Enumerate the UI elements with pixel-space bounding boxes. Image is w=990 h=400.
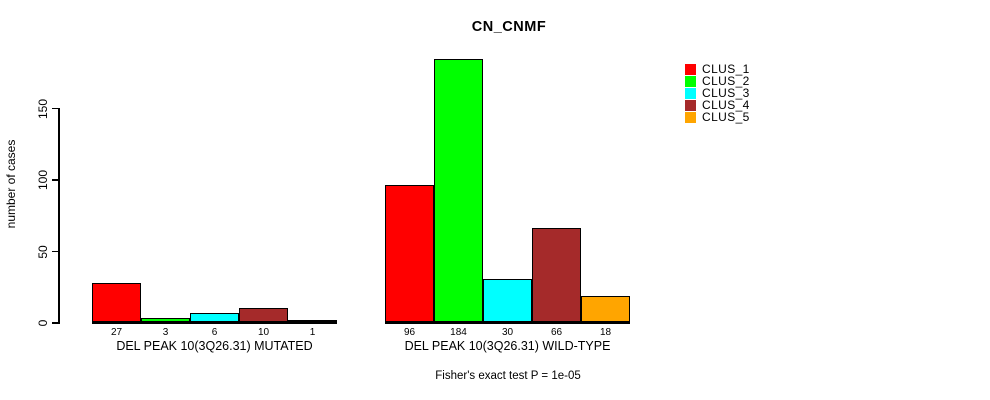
bar (581, 296, 630, 322)
bar (483, 279, 532, 322)
y-axis-line (58, 107, 60, 324)
bar (190, 313, 239, 322)
bar-value-label: 18 (599, 326, 612, 338)
y-axis-tick (52, 322, 58, 324)
y-axis-tick (52, 179, 58, 181)
legend-item-label: CLUS_1 (702, 62, 750, 76)
y-axis-tick (52, 107, 58, 109)
bar-value-label: 1 (309, 326, 316, 338)
legend-swatch (685, 64, 696, 75)
bar (385, 184, 434, 322)
legend-item-label: CLUS_3 (702, 86, 750, 100)
bar-value-label: 10 (257, 326, 270, 338)
y-axis-tick-label: 150 (36, 98, 50, 119)
bar-value-label: 30 (501, 326, 514, 338)
x-axis-baseline (385, 322, 630, 324)
bar-value-label: 3 (162, 326, 169, 338)
legend-item-label: CLUS_2 (702, 74, 750, 88)
bar (288, 320, 337, 322)
group-label: DEL PEAK 10(3Q26.31) MUTATED (116, 339, 313, 353)
bar (532, 227, 581, 322)
bar (141, 317, 190, 322)
bar (92, 283, 141, 322)
legend-item: CLUS_4 (685, 98, 750, 112)
legend-item: CLUS_2 (685, 74, 750, 88)
legend-swatch (685, 88, 696, 99)
group-label: DEL PEAK 10(3Q26.31) WILD-TYPE (404, 339, 611, 353)
legend-item: CLUS_3 (685, 86, 750, 100)
legend-item-label: CLUS_4 (702, 98, 750, 112)
legend-swatch (685, 76, 696, 87)
bar-value-label: 6 (211, 326, 218, 338)
legend-swatch (685, 100, 696, 111)
bar (434, 58, 483, 322)
y-axis-tick-label: 100 (36, 169, 50, 191)
bar-value-label: 184 (450, 326, 467, 338)
bar (239, 307, 288, 322)
chart-title: CN_CNMF (471, 19, 547, 35)
caption: Fisher's exact test P = 1e-05 (435, 370, 581, 382)
y-axis-tick-label: 50 (36, 244, 50, 259)
bar-value-label: 27 (110, 326, 123, 338)
legend-item-label: CLUS_5 (702, 110, 750, 124)
y-axis-tick (52, 250, 58, 252)
y-axis-label: number of cases (4, 139, 18, 229)
y-axis-tick-label: 0 (36, 319, 50, 327)
bar-value-label: 66 (550, 326, 563, 338)
legend-swatch (685, 112, 696, 123)
legend-item: CLUS_1 (685, 62, 750, 76)
bar-value-label: 96 (403, 326, 416, 338)
legend-item: CLUS_5 (685, 110, 750, 124)
x-axis-baseline (92, 322, 337, 324)
